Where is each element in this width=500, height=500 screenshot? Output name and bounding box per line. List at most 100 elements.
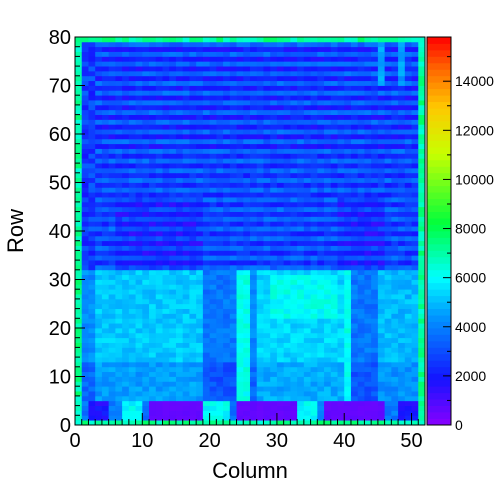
heatmap-cell [101,235,110,242]
heatmap-cell [303,192,311,198]
heatmap-cell [236,231,244,237]
heatmap-cell [303,391,311,397]
heatmap-cell [236,405,244,411]
heatmap-cell [175,347,184,353]
heatmap-cell [317,400,325,406]
heatmap-cell [108,328,116,334]
heatmap-cell [324,197,332,203]
color-scale-segment [427,211,451,219]
heatmap-cell [310,51,318,57]
heatmap-cell [229,308,237,314]
heatmap-cell [290,386,298,392]
heatmap-cell [324,240,332,246]
heatmap-cell [377,75,386,82]
heatmap-cell [216,187,224,193]
heatmap-cell [404,342,412,348]
heatmap-cell [128,119,136,125]
heatmap-cell [175,197,184,203]
heatmap-cell [175,163,184,169]
heatmap-cell [135,391,143,397]
heatmap-cell [411,56,419,62]
heatmap-cell [324,318,332,324]
heatmap-cell [236,221,244,227]
heatmap-cell [364,250,372,256]
heatmap-cell [263,303,271,309]
heatmap-cell [371,109,379,115]
heatmap-cell [303,75,311,82]
heatmap-cell [303,366,311,373]
heatmap-cell [128,95,136,101]
heatmap-cell [250,187,258,193]
heatmap-cell [350,75,359,82]
heatmap-cell [162,197,170,203]
heatmap-cell [162,400,170,406]
heatmap-cell [250,37,258,43]
heatmap-cell [101,371,110,377]
heatmap-cell [256,391,264,397]
heatmap-cell [175,279,184,285]
heatmap-cell [384,357,392,363]
heatmap-cell [310,260,318,266]
heatmap-cell [223,119,231,125]
heatmap-cell [202,182,211,188]
heatmap-cell [209,66,217,72]
heatmap-cell [371,250,379,256]
heatmap-cell [384,235,392,242]
heatmap-cell [297,371,305,377]
heatmap-cell [371,167,379,174]
heatmap-cell [398,192,406,198]
heatmap-cell [377,119,386,125]
heatmap-cell [377,100,386,106]
heatmap-cell [115,294,123,300]
heatmap-cell [337,85,345,91]
heatmap-cell [357,177,365,183]
heatmap-cell [418,255,426,261]
heatmap-cell [303,129,311,135]
heatmap-cell [81,279,89,285]
heatmap-cell [364,361,372,368]
heatmap-cell [337,153,345,159]
heatmap-cell [303,153,311,159]
heatmap-cell [270,80,278,86]
heatmap-cell [75,163,83,169]
heatmap-cell [122,119,130,125]
heatmap-cell [303,298,311,305]
heatmap-cell [189,240,197,246]
heatmap-cell [290,284,298,290]
heatmap-cell [149,255,157,261]
heatmap-cell [236,274,244,280]
heatmap-cell [169,85,177,91]
heatmap-cell [263,66,271,72]
heatmap-cell [128,361,136,368]
heatmap-cell [398,284,406,290]
heatmap-cell [276,197,285,203]
heatmap-cell [135,400,143,406]
heatmap-cell [88,216,96,222]
heatmap-cell [202,289,211,295]
heatmap-cell [108,250,116,256]
heatmap-cell [256,56,264,62]
heatmap-cell [216,371,224,377]
heatmap-cell [350,153,359,159]
heatmap-cell [142,95,150,101]
heatmap-cell [418,104,426,111]
heatmap-cell [202,332,211,339]
heatmap-cell [229,143,237,149]
heatmap-cell [115,167,123,174]
heatmap-cell [128,187,136,193]
heatmap-cell [175,352,184,358]
heatmap-cell [108,51,116,57]
heatmap-cell [256,46,264,52]
heatmap-cell [115,66,123,72]
heatmap-cell [122,192,130,198]
heatmap-cell [115,90,123,96]
heatmap-cell [250,70,258,77]
heatmap-cell [377,221,386,227]
heatmap-cell [175,250,184,256]
heatmap-cell [398,143,406,149]
heatmap-cell [411,104,419,111]
heatmap-cell [357,337,365,343]
heatmap-cell [297,109,305,115]
heatmap-cell [263,381,271,387]
heatmap-cell [115,124,123,130]
